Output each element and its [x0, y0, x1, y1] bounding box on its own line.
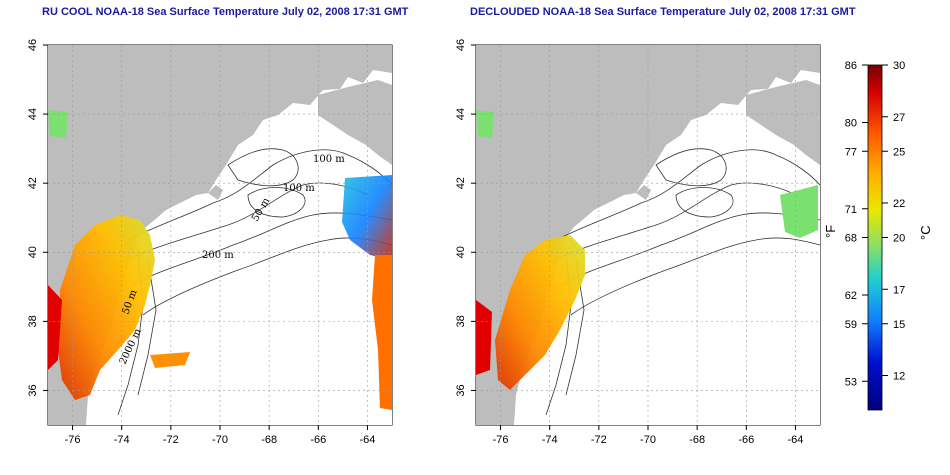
right-lon-tick-label: -70 [640, 434, 656, 446]
left-map-lat-ticks: 36 38 40 42 44 46 [27, 39, 48, 397]
right-lat-tick-label: 46 [455, 39, 467, 51]
left-sst-patch-south [150, 352, 190, 368]
left-sst-bay [48, 285, 62, 370]
left-lat-tick-label: 44 [27, 108, 39, 120]
colorbar-ticks: 86 80 77 71 68 62 59 53 30 27 25 22 20 17 15 12 [845, 60, 906, 388]
right-sst-bay [476, 300, 492, 375]
colorbar-f-tick-label: 59 [845, 319, 857, 331]
right-lat-tick-label: 42 [455, 177, 467, 189]
left-sst-eastern-patch [342, 175, 392, 260]
left-lon-tick-label: -64 [359, 434, 375, 446]
left-lon-tick-label: -68 [261, 434, 277, 446]
right-sst-coastal-band [495, 235, 585, 390]
left-lon-tick-label: -76 [65, 434, 81, 446]
left-lat-tick-label: 42 [27, 177, 39, 189]
colorbar-c-tick-label: 22 [893, 198, 905, 210]
unit-fahrenheit: °F [823, 225, 838, 238]
colorbar-f-tick-label: 53 [845, 376, 857, 388]
colorbar-f-tick-label: 80 [845, 118, 857, 130]
right-map-lat-ticks: 36 38 40 42 44 46 [455, 39, 476, 397]
left-sst-patch-north [48, 110, 68, 138]
right-lat-tick-label: 40 [455, 246, 467, 258]
left-map-title: RU COOL NOAA-18 Sea Surface Temperature … [42, 6, 409, 18]
right-lon-tick-label: -76 [493, 434, 509, 446]
left-lat-tick-label: 36 [27, 384, 39, 396]
right-lat-tick-label: 36 [455, 384, 467, 396]
right-lat-tick-label: 38 [455, 315, 467, 327]
right-lon-tick-label: -64 [787, 434, 803, 446]
contour-label-4: 200 m [202, 250, 234, 261]
temperature-colorbar: 86 80 77 71 68 62 59 53 30 27 25 22 20 17 15 12 °F °C [823, 60, 933, 411]
unit-celsius: °C [918, 225, 933, 240]
right-lon-tick-label: -68 [689, 434, 705, 446]
colorbar-f-tick-label: 68 [845, 233, 857, 245]
colorbar-f-tick-label: 62 [845, 290, 857, 302]
left-lon-tick-label: -66 [310, 434, 326, 446]
colorbar-c-tick-label: 30 [893, 60, 905, 72]
colorbar-f-tick-label: 71 [845, 204, 857, 216]
contour-label-1: 100 m [313, 154, 345, 165]
right-map-panel: -76 -74 -72 -70 -68 -66 -64 36 38 40 42 44 46 [455, 39, 821, 446]
left-lon-tick-label: -70 [212, 434, 228, 446]
right-sst-patch-north [476, 110, 494, 138]
left-sst-eastern-strip [372, 255, 392, 410]
left-lon-tick-label: -74 [114, 434, 130, 446]
right-lon-tick-label: -74 [542, 434, 558, 446]
left-lat-tick-label: 46 [27, 39, 39, 51]
right-map-title: DECLOUDED NOAA-18 Sea Surface Temperatur… [470, 6, 856, 18]
left-map-panel: 100 m 100 m 50 m 200 m 50 m 2000 m -76 -7… [27, 39, 393, 446]
colorbar-c-tick-label: 25 [893, 146, 905, 158]
right-map-gridlines [476, 45, 820, 425]
right-lon-tick-label: -66 [738, 434, 754, 446]
contour-label-2: 100 m [283, 183, 315, 194]
colorbar-c-tick-label: 17 [893, 284, 905, 296]
right-lon-tick-label: -72 [591, 434, 607, 446]
left-lon-tick-label: -72 [163, 434, 179, 446]
right-sst-eastern-patch [780, 185, 818, 238]
colorbar-c-tick-label: 12 [893, 371, 905, 383]
colorbar-f-tick-label: 77 [845, 146, 857, 158]
colorbar-f-tick-label: 86 [845, 60, 857, 72]
left-lat-tick-label: 38 [27, 315, 39, 327]
left-sst-coastal-band [58, 215, 155, 400]
right-lat-tick-label: 44 [455, 108, 467, 120]
colorbar-c-tick-label: 20 [893, 233, 905, 245]
left-map-lon-ticks: -76 -74 -72 -70 -68 -66 -64 [65, 425, 375, 446]
colorbar-c-tick-label: 15 [893, 319, 905, 331]
colorbar-c-tick-label: 27 [893, 112, 905, 124]
left-lat-tick-label: 40 [27, 246, 39, 258]
right-map-lon-ticks: -76 -74 -72 -70 -68 -66 -64 [493, 425, 803, 446]
left-map-gridlines [48, 45, 392, 425]
